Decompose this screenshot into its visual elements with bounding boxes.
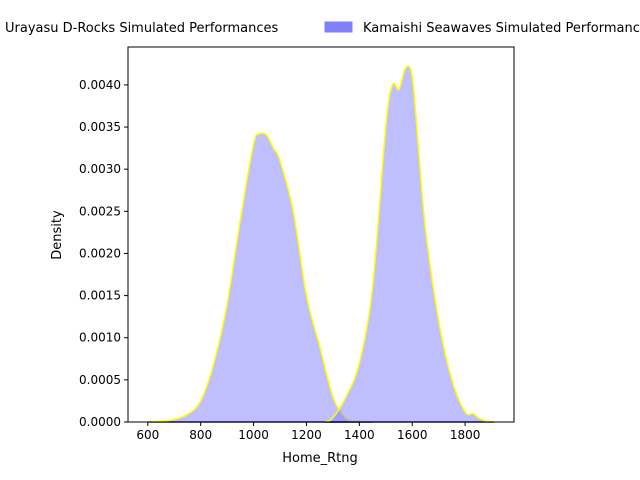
y-tick-label: 0.0025 [79, 204, 121, 218]
y-tick-label: 0.0015 [79, 289, 121, 303]
x-tick-label: 1800 [450, 428, 481, 442]
plot-frame [127, 46, 515, 423]
legend-swatch-series-2 [324, 21, 353, 33]
y-tick-label: 0.0040 [79, 78, 121, 92]
density-fill-series-1 [147, 133, 373, 423]
x-tick-label: 1600 [397, 428, 428, 442]
y-axis-ticks: 0.0000 0.0005 0.0010 0.0015 0.0020 0.0025 0.00… [79, 78, 128, 429]
y-tick-label: 0.0005 [79, 373, 121, 387]
x-tick-label: 1400 [344, 428, 375, 442]
x-axis-label: Home_Rtng [282, 451, 358, 466]
y-tick-label: 0.0010 [79, 331, 121, 345]
y-tick-label: 0.0020 [79, 246, 121, 260]
x-tick-label: 1200 [291, 428, 322, 442]
x-tick-label: 1000 [238, 428, 269, 442]
x-tick-label: 800 [189, 428, 212, 442]
density-line-series-2 [324, 65, 495, 423]
density-areas [147, 65, 495, 423]
y-tick-label: 0.0030 [79, 162, 121, 176]
x-tick-label: 600 [136, 428, 159, 442]
legend-label-series-1: Urayasu D-Rocks Simulated Performances [5, 21, 279, 36]
density-fill-series-2 [324, 66, 495, 423]
x-axis-ticks: 600 800 1000 1200 1400 1600 1800 [136, 422, 480, 442]
y-axis-label: Density [50, 210, 65, 260]
y-tick-label: 0.0000 [79, 415, 121, 429]
density-line-series-1 [147, 132, 373, 423]
y-tick-label: 0.0035 [79, 120, 121, 134]
legend: Urayasu D-Rocks Simulated Performances Ka… [5, 21, 640, 36]
legend-label-series-2: Kamaishi Seawaves Simulated Performances [363, 21, 640, 36]
